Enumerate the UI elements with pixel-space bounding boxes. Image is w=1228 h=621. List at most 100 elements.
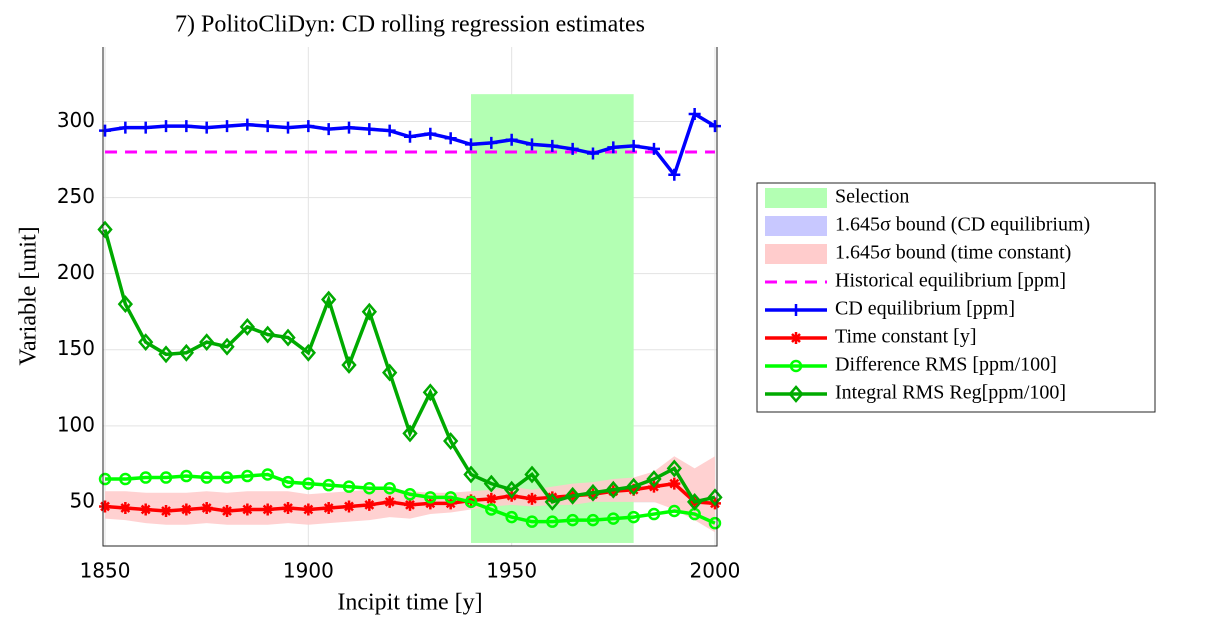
- marker: [525, 515, 539, 528]
- marker: [261, 468, 274, 481]
- marker: [504, 480, 520, 499]
- legend-label: 1.645σ bound (time constant): [835, 242, 1071, 264]
- marker: [789, 359, 803, 373]
- marker: [261, 120, 274, 133]
- marker: [139, 503, 152, 516]
- legend-marker: [789, 359, 803, 373]
- marker: [646, 470, 662, 488]
- marker: [424, 491, 437, 504]
- marker: [627, 510, 640, 524]
- y-tick-label: 200: [57, 260, 95, 284]
- axes-frame: [102, 47, 718, 547]
- legend-swatch: [765, 216, 827, 236]
- marker: [565, 486, 581, 505]
- chart-title: 7) PolitoCliDyn: CD rolling regression e…: [175, 12, 645, 38]
- marker: [383, 481, 396, 495]
- x-tick-label: 2000: [690, 559, 741, 583]
- marker: [158, 345, 174, 364]
- y-tick-label: 250: [57, 184, 95, 208]
- legend-label: Difference RMS [ppm/100]: [835, 354, 1057, 376]
- marker: [302, 120, 315, 133]
- marker: [180, 503, 193, 516]
- legend-label: Integral RMS Reg[ppm/100]: [835, 382, 1066, 404]
- marker: [241, 469, 254, 483]
- marker: [485, 492, 498, 505]
- marker: [180, 469, 193, 483]
- marker: [444, 132, 457, 145]
- marker: [322, 478, 335, 492]
- marker: [322, 501, 335, 514]
- marker: [261, 503, 274, 516]
- legend-label: Time constant [y]: [835, 326, 976, 348]
- marker: [607, 512, 620, 525]
- marker: [546, 491, 559, 504]
- marker: [647, 142, 660, 155]
- selection-area: [470, 94, 634, 543]
- x-tick-label: 1900: [283, 559, 334, 583]
- marker: [525, 138, 538, 151]
- marker: [404, 498, 416, 511]
- marker: [160, 505, 173, 518]
- marker: [159, 471, 173, 484]
- marker: [708, 516, 722, 530]
- marker: [566, 142, 579, 155]
- marker: [544, 492, 560, 511]
- series-line: [103, 229, 716, 504]
- series-line: [105, 472, 716, 525]
- marker: [707, 488, 723, 507]
- legend-marker: [790, 304, 802, 316]
- marker: [505, 133, 518, 146]
- marker: [403, 488, 417, 501]
- marker: [790, 304, 802, 316]
- marker: [483, 474, 499, 493]
- marker: [98, 472, 112, 486]
- y-tick-label: 150: [57, 336, 95, 360]
- marker: [321, 290, 337, 309]
- x-tick-label: 1950: [486, 559, 537, 583]
- legend-label: Historical equilibrium [ppm]: [835, 270, 1066, 292]
- marker: [404, 130, 416, 143]
- marker: [627, 139, 640, 152]
- marker: [668, 477, 681, 490]
- legend-swatch: [765, 188, 827, 208]
- marker: [708, 120, 721, 133]
- marker: [627, 483, 640, 496]
- marker: [586, 147, 599, 160]
- y-axis-label: Variable [unit]: [16, 226, 42, 365]
- marker: [463, 465, 479, 484]
- marker: [241, 503, 254, 516]
- marker: [383, 124, 396, 137]
- marker: [160, 120, 173, 133]
- marker: [686, 492, 703, 511]
- legend-marker: [788, 385, 804, 403]
- marker: [282, 121, 295, 134]
- marker: [546, 139, 559, 152]
- marker: [200, 471, 213, 484]
- marker: [464, 138, 477, 151]
- marker: [605, 480, 621, 499]
- marker: [281, 475, 295, 489]
- marker: [444, 491, 457, 504]
- legend-label: CD equilibrium [ppm]: [835, 298, 1015, 320]
- marker: [178, 343, 195, 362]
- marker: [666, 459, 682, 478]
- marker: [668, 504, 681, 518]
- marker: [790, 332, 802, 344]
- y-tick-label: 300: [57, 108, 95, 132]
- marker: [586, 513, 600, 527]
- marker: [99, 124, 112, 137]
- marker: [443, 432, 459, 450]
- x-tick-label: 1850: [80, 559, 131, 583]
- marker: [382, 363, 398, 382]
- marker: [119, 501, 132, 514]
- marker: [199, 333, 215, 352]
- marker: [219, 337, 235, 356]
- marker: [585, 483, 601, 502]
- marker: [485, 503, 498, 516]
- marker: [117, 295, 134, 314]
- marker: [343, 500, 356, 513]
- legend-label: 1.645σ bound (CD equilibrium): [835, 214, 1090, 236]
- legend-swatch: [765, 244, 827, 264]
- marker: [139, 471, 152, 484]
- marker: [260, 325, 276, 344]
